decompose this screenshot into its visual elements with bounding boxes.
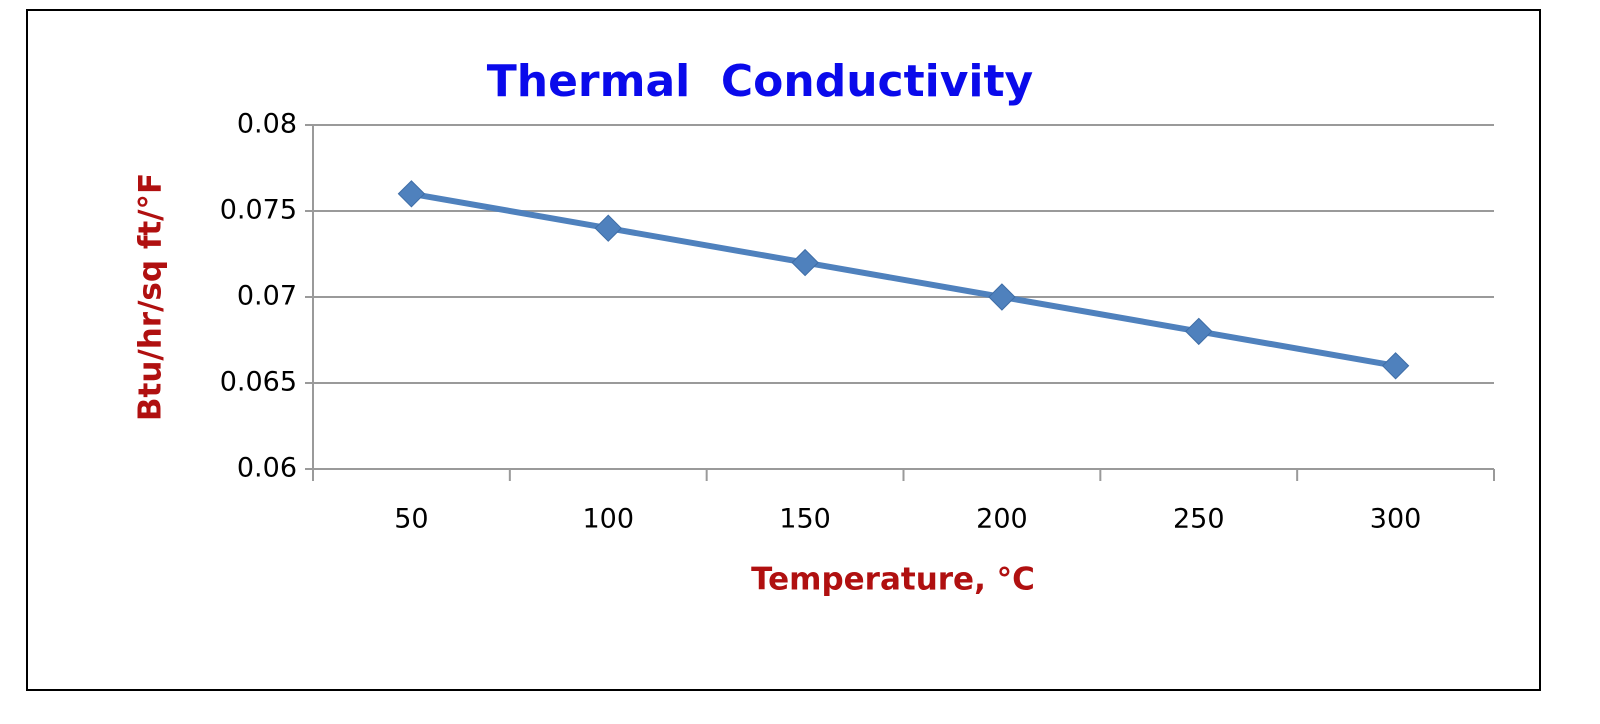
data-marker <box>988 283 1016 311</box>
x-tick-label: 250 <box>1173 504 1225 535</box>
x-tick-label: 50 <box>394 504 428 535</box>
y-axis-label: Btu/hr/sq ft/°F <box>133 173 169 421</box>
x-tick-label: 200 <box>976 504 1028 535</box>
y-tick-label: 0.065 <box>220 367 297 398</box>
y-tick-label: 0.075 <box>220 195 297 226</box>
chart-title: Thermal Conductivity <box>487 56 1033 107</box>
y-tick-label: 0.06 <box>237 453 297 484</box>
x-tick-label: 150 <box>779 504 831 535</box>
data-marker <box>594 214 622 242</box>
x-tick-label: 300 <box>1370 504 1422 535</box>
data-marker <box>1381 352 1410 380</box>
y-tick-label: 0.08 <box>237 109 297 140</box>
data-line <box>410 190 1397 369</box>
x-axis-label: Temperature, °C <box>751 562 1035 598</box>
data-marker <box>791 248 819 277</box>
y-tick-label: 0.07 <box>237 281 297 312</box>
data-marker <box>1185 317 1213 346</box>
x-tick-label: 100 <box>582 504 634 535</box>
data-marker <box>397 180 426 208</box>
